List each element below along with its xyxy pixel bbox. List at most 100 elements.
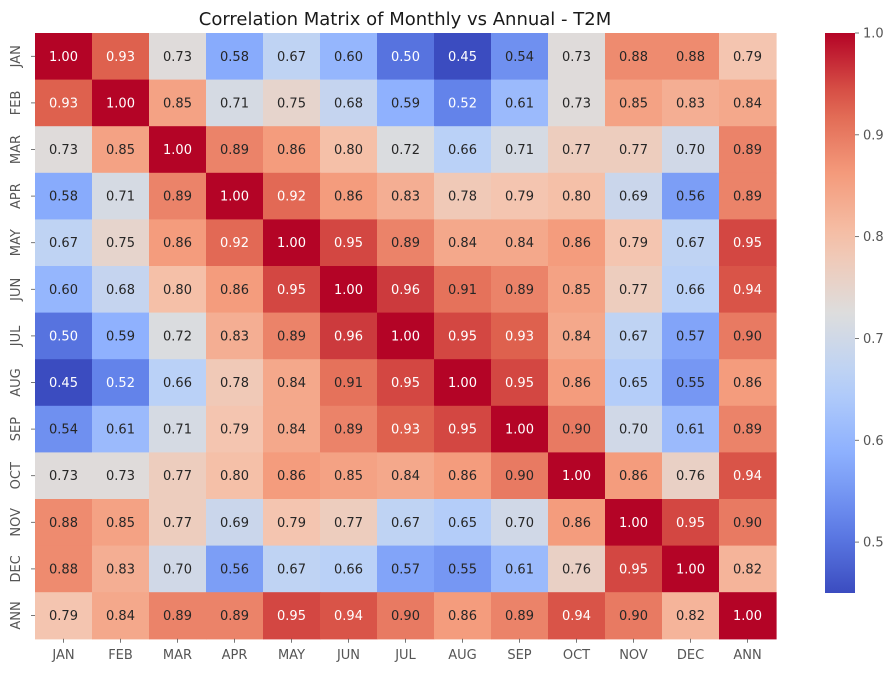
heatmap-cell	[35, 266, 93, 314]
cell-value-label: 0.92	[277, 190, 306, 205]
heatmap-cell	[548, 405, 606, 453]
heatmap-cell	[719, 405, 777, 453]
heatmap-cell	[263, 219, 321, 267]
cell-value-label: 0.89	[163, 190, 192, 205]
cell-value-label: 0.80	[334, 143, 363, 158]
cell-value-label: 0.83	[676, 96, 705, 111]
cell-value-label: 0.70	[505, 516, 534, 531]
heatmap-cell	[263, 33, 321, 81]
heatmap-cell	[719, 79, 777, 127]
heatmap-cell	[92, 359, 150, 407]
heatmap-cell	[377, 499, 435, 547]
cell-value-label: 0.86	[562, 376, 591, 391]
cell-value-label: 0.79	[49, 609, 78, 624]
cell-value-label: 0.84	[106, 609, 135, 624]
cell-value-label: 0.95	[448, 329, 477, 344]
heatmap-cell	[491, 359, 549, 407]
cell-value-label: 0.96	[391, 283, 420, 298]
cell-value-label: 0.60	[334, 50, 363, 65]
cell-value-label: 0.84	[277, 376, 306, 391]
cell-value-label: 0.56	[676, 190, 705, 205]
heatmap-cell	[35, 33, 93, 81]
colorbar-ticks: 0.5 0.6 0.7 0.8 0.9 1.0	[855, 27, 884, 551]
heatmap-cell	[548, 545, 606, 593]
heatmap-cell	[377, 452, 435, 500]
heatmap-cell	[320, 172, 378, 220]
cell-value-label: 0.89	[505, 283, 534, 298]
cell-value-label: 0.90	[619, 609, 648, 624]
heatmap-cell	[263, 452, 321, 500]
heatmap-cell	[320, 545, 378, 593]
cell-value-label: 0.85	[106, 143, 135, 158]
cell-value-label: 0.59	[391, 96, 420, 111]
cell-value-label: 0.86	[562, 516, 591, 531]
heatmap-cell	[491, 405, 549, 453]
heatmap-cell	[605, 219, 663, 267]
cell-value-label: 1.00	[619, 516, 648, 531]
cell-value-label: 0.86	[562, 236, 591, 251]
cell-value-label: 0.50	[391, 50, 420, 65]
heatmap-cell	[491, 172, 549, 220]
cell-value-label: 0.88	[49, 516, 78, 531]
cell-value-label: 0.66	[163, 376, 192, 391]
cell-value-label: 0.82	[676, 609, 705, 624]
heatmap-cell	[434, 499, 492, 547]
heatmap-cell	[206, 545, 264, 593]
cell-value-label: 0.95	[619, 562, 648, 577]
cell-value-label: 0.60	[49, 283, 78, 298]
cell-value-label: 0.73	[562, 96, 591, 111]
cell-value-label: 0.84	[733, 96, 762, 111]
cell-value-label: 0.93	[391, 423, 420, 438]
heatmap-cell	[149, 126, 207, 174]
cell-value-label: 0.54	[49, 423, 78, 438]
colorbar-tick-label: 0.5	[863, 536, 884, 551]
heatmap-cell	[206, 219, 264, 267]
heatmap-cell	[206, 312, 264, 360]
heatmap-cell	[206, 266, 264, 314]
cell-value-label: 0.79	[619, 236, 648, 251]
heatmap-cell	[605, 545, 663, 593]
heatmap-cell	[206, 405, 264, 453]
x-tick-label: SEP	[507, 648, 531, 663]
heatmap-cell	[548, 266, 606, 314]
heatmap-cell	[719, 266, 777, 314]
cell-value-label: 0.95	[334, 236, 363, 251]
cell-value-label: 0.69	[619, 190, 648, 205]
cell-value-label: 0.77	[619, 143, 648, 158]
y-tick-label: MAR	[9, 135, 24, 164]
heatmap-cell	[662, 545, 720, 593]
cell-value-label: 0.78	[220, 376, 249, 391]
x-tick-label: JAN	[51, 648, 74, 663]
heatmap-cell	[35, 545, 93, 593]
cell-value-label: 0.86	[163, 236, 192, 251]
heatmap-cell	[92, 266, 150, 314]
cell-value-label: 0.45	[49, 376, 78, 391]
heatmap-cell	[206, 79, 264, 127]
y-tick-label: JUN	[9, 278, 24, 302]
heatmap-cell	[377, 405, 435, 453]
heatmap-cell	[605, 499, 663, 547]
colorbar-tick-label: 0.8	[863, 230, 884, 245]
cell-value-label: 1.00	[163, 143, 192, 158]
heatmap-cell	[548, 126, 606, 174]
heatmap-cell	[434, 33, 492, 81]
cell-value-label: 0.70	[676, 143, 705, 158]
x-tick-label: JUL	[394, 648, 416, 663]
heatmap-cell	[149, 219, 207, 267]
heatmap-cell	[434, 79, 492, 127]
heatmap-cell	[719, 219, 777, 267]
heatmap-cell	[92, 126, 150, 174]
heatmap-cell	[605, 172, 663, 220]
heatmap-cell	[149, 266, 207, 314]
heatmap-cell	[35, 359, 93, 407]
cell-value-label: 0.84	[277, 423, 306, 438]
cell-value-label: 0.86	[733, 376, 762, 391]
heatmap-cell	[491, 545, 549, 593]
cell-value-label: 0.88	[676, 50, 705, 65]
cell-value-label: 0.89	[733, 190, 762, 205]
cell-value-label: 0.80	[220, 469, 249, 484]
heatmap-cell	[719, 312, 777, 360]
cell-value-label: 0.79	[733, 50, 762, 65]
heatmap-cell	[263, 266, 321, 314]
heatmap-cell	[92, 499, 150, 547]
